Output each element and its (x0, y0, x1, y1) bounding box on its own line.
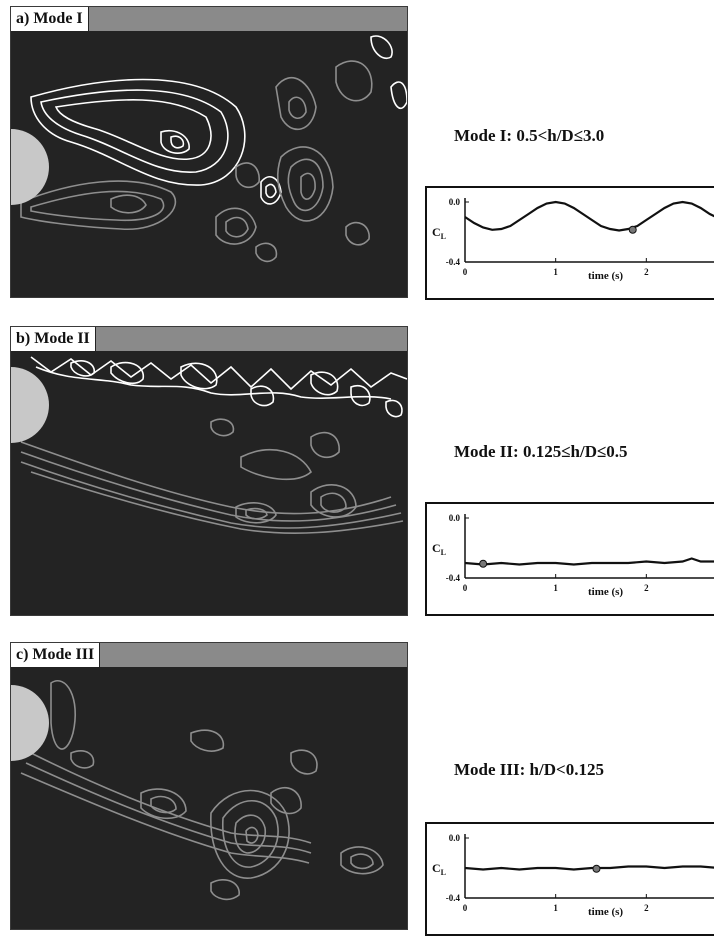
x-tick-label: 2 (644, 903, 649, 913)
cl-series-line (464, 865, 714, 871)
cylinder-a (11, 129, 49, 205)
y-axis-label: CL (432, 861, 446, 877)
y-axis-label: CL (432, 225, 446, 241)
y-tick-label: -0.4 (446, 573, 461, 583)
cl-plot-c: 0.0-0.4CL0123time (s) (432, 833, 714, 918)
panel-label-a: a) Mode I (11, 7, 89, 32)
vorticity-contours-b (11, 356, 407, 534)
y-axis-label: CL (432, 541, 446, 557)
x-tick-label: 0 (463, 903, 468, 913)
y-tick-label: 0.0 (449, 833, 461, 843)
cl-plot-b: 0.0-0.4CL0123time (s) (432, 513, 714, 598)
x-axis-label: time (s) (588, 270, 623, 282)
cl-plot-a: 0.0-0.4CL0123time (s) (432, 197, 714, 282)
vorticity-contours-c (11, 680, 384, 901)
x-tick-label: 1 (553, 583, 558, 593)
mode-title-a: Mode I: 0.5<h/D≤3.0 (454, 126, 605, 145)
vorticity-contours-a (11, 35, 407, 263)
x-axis-label: time (s) (588, 906, 623, 918)
x-axis-label: time (s) (588, 586, 623, 598)
mode-title-c: Mode III: h/D<0.125 (454, 760, 604, 779)
time-marker-dot (479, 559, 488, 568)
x-tick-label: 1 (553, 903, 558, 913)
y-tick-label: -0.4 (446, 893, 461, 903)
flow-panel-a: a) Mode I (10, 6, 408, 298)
x-tick-label: 0 (463, 583, 468, 593)
cl-series-line (464, 557, 714, 566)
panel-label-b: b) Mode II (11, 327, 96, 352)
cl-chart-b: 0.0-0.4CL0123time (s) (425, 502, 714, 616)
cl-series-line (464, 200, 714, 232)
cylinder-c (11, 685, 49, 761)
x-tick-label: 1 (553, 267, 558, 277)
x-tick-label: 0 (463, 267, 468, 277)
x-tick-label: 2 (644, 267, 649, 277)
y-tick-label: 0.0 (449, 513, 461, 523)
flow-panel-b: b) Mode II (10, 326, 408, 616)
cl-chart-c: 0.0-0.4CL0123time (s) (425, 822, 714, 936)
x-tick-label: 2 (644, 583, 649, 593)
mode-title-b: Mode II: 0.125≤h/D≤0.5 (454, 442, 628, 461)
panel-label-c: c) Mode III (11, 643, 101, 668)
cylinder-b (11, 367, 49, 443)
time-marker-dot (592, 864, 601, 873)
flow-panel-c: c) Mode III (10, 642, 408, 930)
cl-chart-a: 0.0-0.4CL0123time (s) (425, 186, 714, 300)
y-tick-label: 0.0 (449, 197, 461, 207)
y-tick-label: -0.4 (446, 257, 461, 267)
time-marker-dot (628, 225, 637, 234)
